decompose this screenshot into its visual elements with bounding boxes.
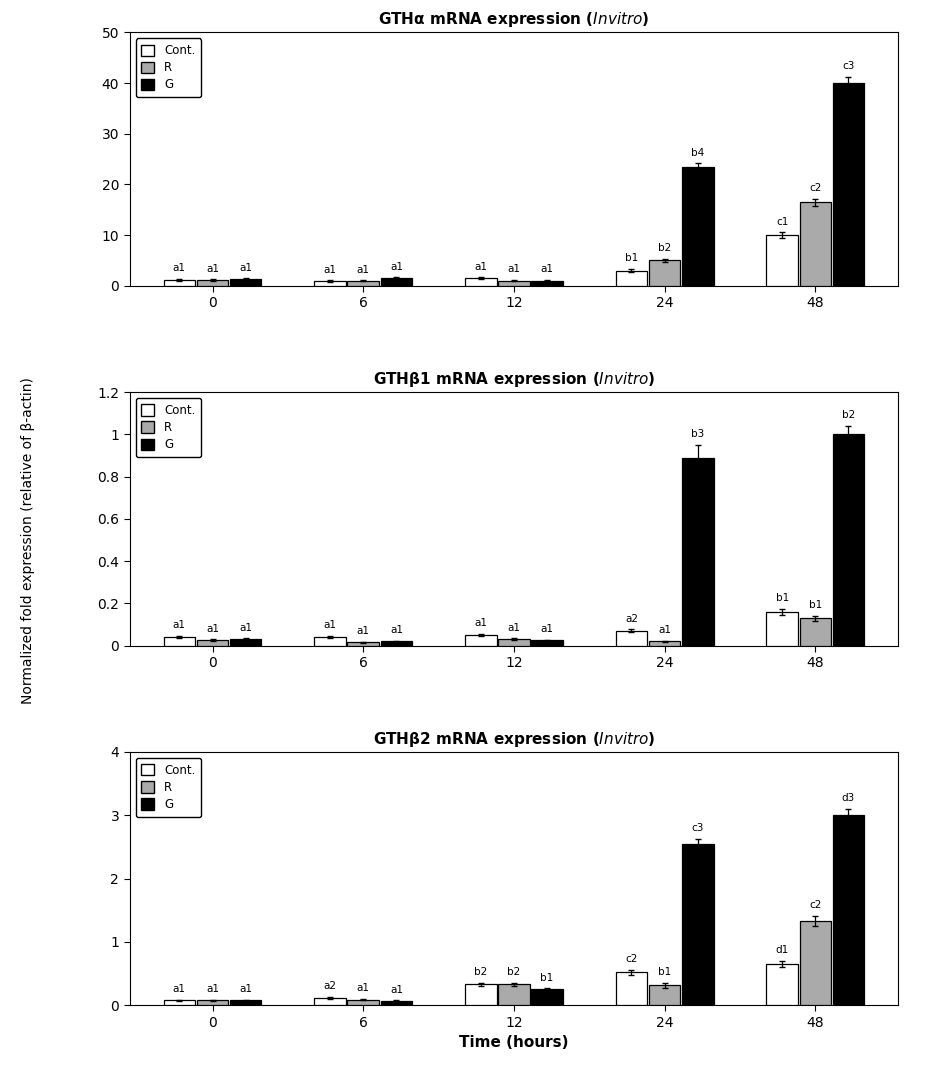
- Text: b1: b1: [625, 253, 638, 264]
- Bar: [682, 844, 714, 1005]
- Text: a1: a1: [507, 265, 520, 275]
- Text: a2: a2: [323, 982, 336, 991]
- Bar: [799, 202, 831, 285]
- Bar: [649, 261, 681, 285]
- Bar: [197, 280, 229, 285]
- Text: b4: b4: [691, 148, 705, 158]
- Bar: [197, 1000, 229, 1005]
- Text: c3: c3: [692, 823, 704, 833]
- Text: d3: d3: [842, 793, 855, 803]
- Text: a1: a1: [206, 984, 219, 995]
- Bar: [767, 236, 798, 285]
- Text: Normalized fold expression (relative of β-actin): Normalized fold expression (relative of …: [20, 377, 35, 704]
- Bar: [465, 985, 496, 1005]
- Bar: [532, 281, 563, 285]
- Bar: [498, 985, 530, 1005]
- Text: a1: a1: [239, 623, 252, 632]
- Text: c2: c2: [809, 183, 821, 193]
- Text: a1: a1: [541, 624, 554, 635]
- Bar: [767, 612, 798, 645]
- X-axis label: Time (hours): Time (hours): [459, 1036, 569, 1051]
- Title: GTHα mRNA expression ($\mathit{In vitro}$): GTHα mRNA expression ($\mathit{In vitro}…: [378, 10, 650, 29]
- Text: a1: a1: [474, 262, 487, 271]
- Title: GTHβ2 mRNA expression ($\mathit{In vitro}$): GTHβ2 mRNA expression ($\mathit{In vitro…: [372, 730, 656, 749]
- Text: a1: a1: [173, 984, 186, 995]
- Text: b1: b1: [776, 593, 789, 603]
- Bar: [381, 278, 412, 285]
- Bar: [230, 639, 261, 645]
- Text: a1: a1: [206, 624, 219, 633]
- Text: a1: a1: [658, 625, 671, 636]
- Bar: [616, 973, 647, 1005]
- Bar: [532, 989, 563, 1005]
- Text: a1: a1: [507, 623, 520, 632]
- Text: b2: b2: [658, 243, 671, 253]
- Text: a1: a1: [390, 262, 403, 271]
- Text: b1: b1: [541, 973, 554, 983]
- Text: a1: a1: [239, 263, 252, 272]
- Text: a1: a1: [390, 625, 403, 636]
- Bar: [230, 1000, 261, 1005]
- Bar: [799, 921, 831, 1005]
- Legend: Cont., R, G: Cont., R, G: [135, 758, 201, 817]
- Text: a1: a1: [390, 985, 403, 995]
- Bar: [164, 1000, 195, 1005]
- Text: b2: b2: [507, 966, 520, 977]
- Text: c3: c3: [843, 62, 855, 71]
- Bar: [314, 281, 345, 285]
- Bar: [767, 964, 798, 1005]
- Text: a1: a1: [323, 265, 336, 275]
- Bar: [799, 618, 831, 645]
- Bar: [314, 637, 345, 645]
- Bar: [498, 281, 530, 285]
- Bar: [532, 640, 563, 645]
- Title: GTHβ1 mRNA expression ($\mathit{In vitro}$): GTHβ1 mRNA expression ($\mathit{In vitro…: [372, 370, 656, 389]
- Bar: [616, 270, 647, 285]
- Text: d1: d1: [776, 946, 789, 956]
- Bar: [682, 166, 714, 285]
- Bar: [649, 641, 681, 645]
- Bar: [164, 280, 195, 285]
- Bar: [314, 998, 345, 1005]
- Bar: [164, 637, 195, 645]
- Text: a1: a1: [206, 264, 219, 273]
- Bar: [347, 642, 379, 645]
- Bar: [347, 1000, 379, 1005]
- Text: b2: b2: [842, 411, 855, 421]
- Text: a1: a1: [323, 620, 336, 630]
- Bar: [682, 457, 714, 645]
- Bar: [649, 985, 681, 1005]
- Text: c2: c2: [809, 900, 821, 910]
- Bar: [465, 278, 496, 285]
- Bar: [381, 641, 412, 645]
- Text: a1: a1: [357, 265, 369, 275]
- Bar: [381, 1001, 412, 1005]
- Bar: [197, 640, 229, 645]
- Text: a1: a1: [173, 263, 186, 273]
- Bar: [832, 83, 864, 285]
- Legend: Cont., R, G: Cont., R, G: [135, 38, 201, 97]
- Text: a1: a1: [474, 618, 487, 628]
- Bar: [230, 279, 261, 285]
- Text: b2: b2: [474, 966, 487, 977]
- Text: a1: a1: [239, 984, 252, 995]
- Text: a1: a1: [541, 265, 554, 275]
- Text: a1: a1: [357, 626, 369, 637]
- Text: b1: b1: [808, 600, 822, 610]
- Text: c2: c2: [625, 955, 638, 964]
- Bar: [498, 639, 530, 645]
- Bar: [347, 281, 379, 285]
- Bar: [832, 435, 864, 645]
- Bar: [832, 815, 864, 1005]
- Text: b1: b1: [658, 966, 671, 977]
- Text: c1: c1: [776, 216, 788, 227]
- Text: a1: a1: [357, 984, 369, 993]
- Text: a2: a2: [625, 614, 638, 624]
- Text: b3: b3: [691, 429, 705, 439]
- Legend: Cont., R, G: Cont., R, G: [135, 398, 201, 457]
- Text: a1: a1: [173, 620, 186, 630]
- Bar: [616, 631, 647, 645]
- Bar: [465, 635, 496, 645]
